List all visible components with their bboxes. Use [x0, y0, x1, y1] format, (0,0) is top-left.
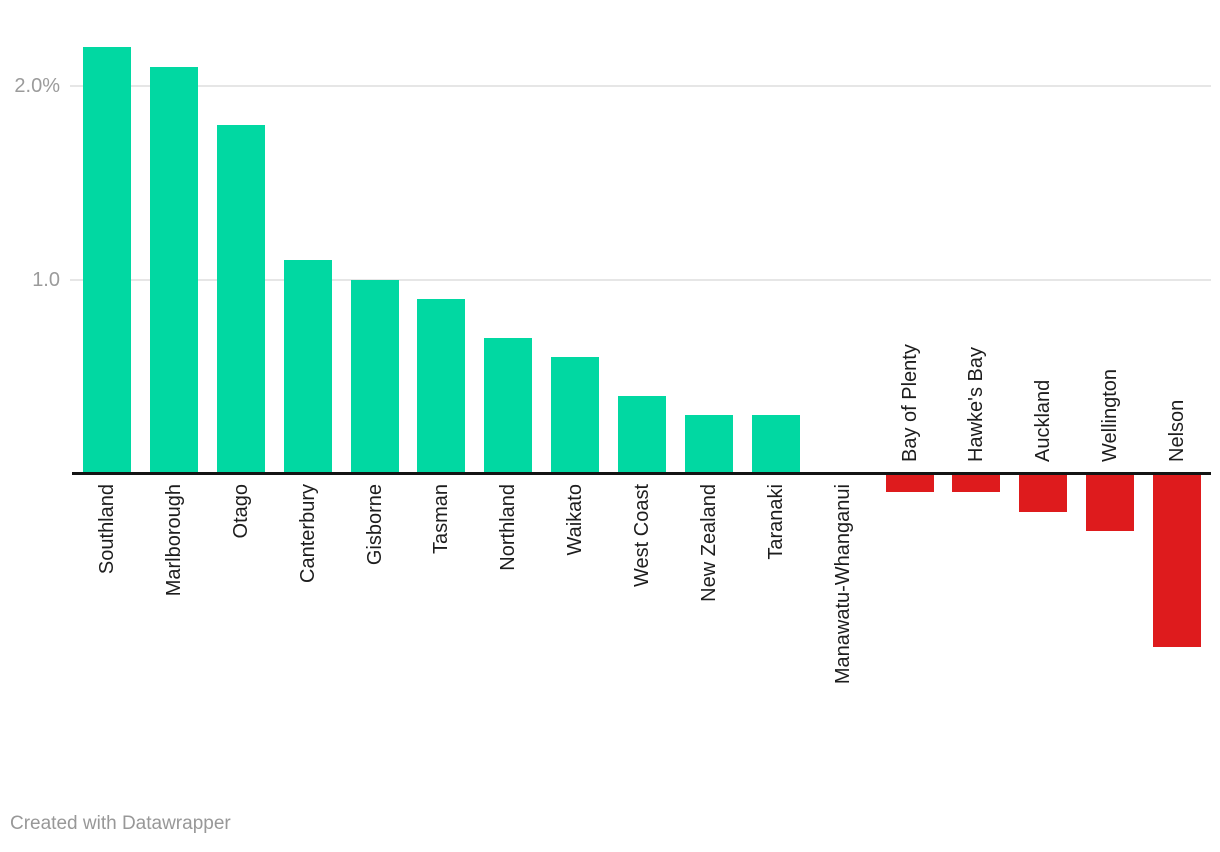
bar-label-southland: Southland: [96, 484, 118, 575]
bar-label-new-zealand: New Zealand: [697, 484, 720, 602]
bar-label-west-coast: West Coast: [631, 484, 653, 587]
bar-label-gisborne: Gisborne: [363, 484, 386, 566]
y-tick-label-2: 2.0%: [14, 75, 60, 97]
bar-new-zealand: [684, 414, 733, 473]
gridline-1: [70, 278, 1211, 281]
bar-auckland: [1019, 473, 1068, 512]
bar-tasman: [417, 298, 466, 473]
bar-label-wellington: Wellington: [1099, 368, 1122, 462]
bar-label-hawke-s-bay: Hawke's Bay: [965, 347, 988, 462]
bar-northland: [484, 337, 533, 473]
y-tick-label-1: 1.0: [32, 268, 60, 291]
bar-label-canterbury: Canterbury: [296, 484, 319, 583]
bar-southland: [83, 47, 131, 473]
bar-marlborough: [149, 66, 198, 473]
bar-label-otago: Otago: [229, 484, 252, 539]
bar-west-coast: [618, 395, 666, 473]
bar-wellington: [1086, 473, 1135, 532]
bar-label-bay-of-plenty: Bay of Plenty: [898, 344, 921, 462]
bar-label-tasman: Tasman: [430, 484, 453, 555]
bar-label-auckland: Auckland: [1032, 379, 1055, 462]
bar-waikato: [551, 356, 600, 473]
bar-canterbury: [283, 260, 332, 473]
bar-taranaki: [751, 414, 800, 473]
bar-label-northland: Northland: [497, 484, 520, 571]
bar-bay-of-plenty: [885, 473, 934, 493]
bar-label-marlborough: Marlborough: [162, 484, 185, 597]
bar-label-taranaki: Taranaki: [764, 484, 787, 560]
gridline-2: [70, 85, 1211, 87]
bar-nelson: [1153, 473, 1201, 648]
bar-hawke-s-bay: [952, 473, 1001, 493]
bar-gisborne: [350, 279, 399, 473]
bar-label-waikato: Waikato: [564, 484, 587, 556]
bar-label-nelson: Nelson: [1166, 399, 1188, 462]
bar-label-manawatu-whanganui: Manawatu-Whanganui: [831, 484, 854, 685]
bar-otago: [216, 124, 265, 473]
datawrapper-credit: Created with Datawrapper: [10, 813, 231, 834]
x-axis-line: [72, 471, 1211, 475]
